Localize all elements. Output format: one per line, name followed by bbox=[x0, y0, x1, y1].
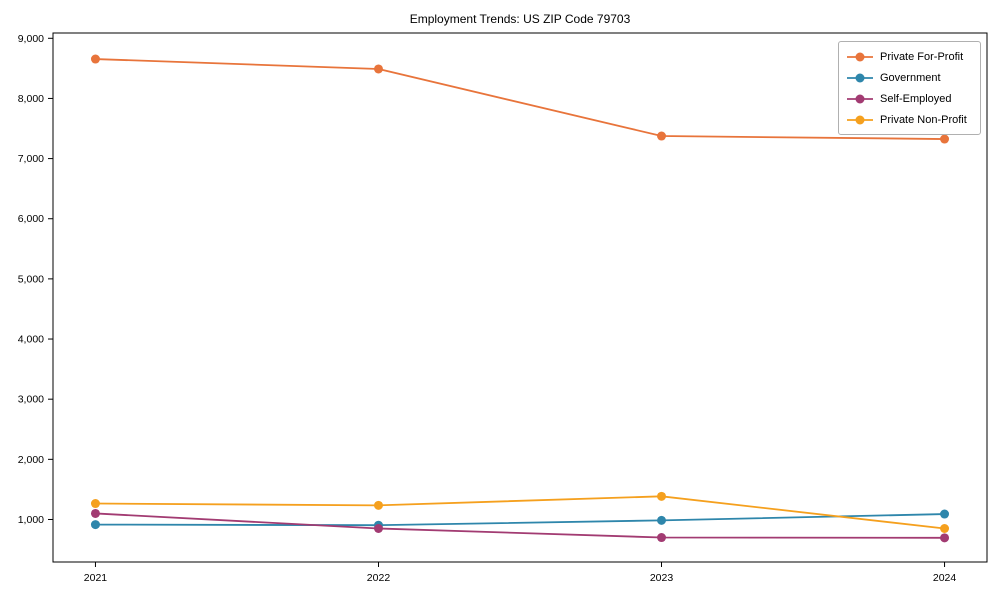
x-tick-label: 2021 bbox=[84, 572, 108, 584]
data-point-government bbox=[940, 509, 950, 519]
axes-frame bbox=[52, 32, 988, 563]
data-point-government bbox=[90, 520, 100, 530]
data-point-private-non-profit bbox=[657, 491, 667, 501]
data-point-private-for-profit bbox=[657, 131, 667, 141]
legend-line-marker-icon bbox=[847, 52, 873, 61]
y-tick-label: 6,000 bbox=[18, 213, 44, 225]
y-tick-label: 5,000 bbox=[18, 273, 44, 285]
x-tick-label: 2022 bbox=[367, 572, 391, 584]
y-tick-label: 4,000 bbox=[18, 334, 44, 346]
x-tick-label: 2024 bbox=[933, 572, 957, 584]
legend-line-marker-icon bbox=[847, 115, 873, 124]
data-point-private-for-profit bbox=[373, 64, 383, 74]
series-line-government bbox=[95, 513, 945, 527]
legend-label: Government bbox=[880, 71, 941, 84]
legend-line-marker-icon bbox=[847, 94, 873, 103]
data-point-private-for-profit bbox=[940, 134, 950, 144]
data-point-self-employed bbox=[657, 533, 667, 543]
y-tick-label: 7,000 bbox=[18, 153, 44, 165]
legend-marker bbox=[855, 94, 865, 103]
legend-marker bbox=[855, 73, 865, 82]
series-line-self-employed bbox=[95, 512, 945, 539]
plot-area: 1,000 2,000 3,000 4,000 5,000 6,000 7,000 8,000… bbox=[18, 32, 988, 584]
legend-item: Self-Employed bbox=[846, 88, 973, 109]
legend-marker bbox=[855, 115, 865, 124]
data-point-self-employed bbox=[940, 533, 950, 543]
legend-line-marker-icon bbox=[847, 73, 873, 82]
data-point-private-non-profit bbox=[940, 523, 950, 533]
y-tick-label: 1,000 bbox=[18, 514, 44, 526]
legend-label: Private Non-Profit bbox=[880, 113, 967, 126]
series-line-private-for-profit bbox=[95, 58, 945, 140]
data-point-private-non-profit bbox=[90, 499, 100, 509]
legend: Private For-Profit Government Self-Employe… bbox=[838, 41, 981, 135]
legend-item: Private Non-Profit bbox=[846, 109, 973, 130]
legend-label: Self-Employed bbox=[880, 92, 952, 105]
legend-label: Private For-Profit bbox=[880, 50, 964, 63]
series-line-private-non-profit bbox=[95, 495, 945, 530]
data-point-government bbox=[657, 515, 667, 525]
data-point-private-non-profit bbox=[373, 500, 383, 510]
y-tick-label: 8,000 bbox=[18, 93, 44, 105]
y-tick-label: 3,000 bbox=[18, 394, 44, 406]
y-tick-label: 2,000 bbox=[18, 454, 44, 466]
legend-item: Private For-Profit bbox=[846, 46, 973, 67]
legend-item: Government bbox=[846, 67, 973, 88]
y-tick-label: 9,000 bbox=[18, 33, 44, 45]
chart-title: Employment Trends: US ZIP Code 79703 bbox=[410, 12, 631, 26]
data-point-self-employed bbox=[373, 523, 383, 533]
legend-marker bbox=[855, 52, 865, 61]
data-point-private-for-profit bbox=[90, 54, 100, 64]
x-tick-label: 2023 bbox=[650, 572, 674, 584]
data-point-self-employed bbox=[90, 508, 100, 518]
